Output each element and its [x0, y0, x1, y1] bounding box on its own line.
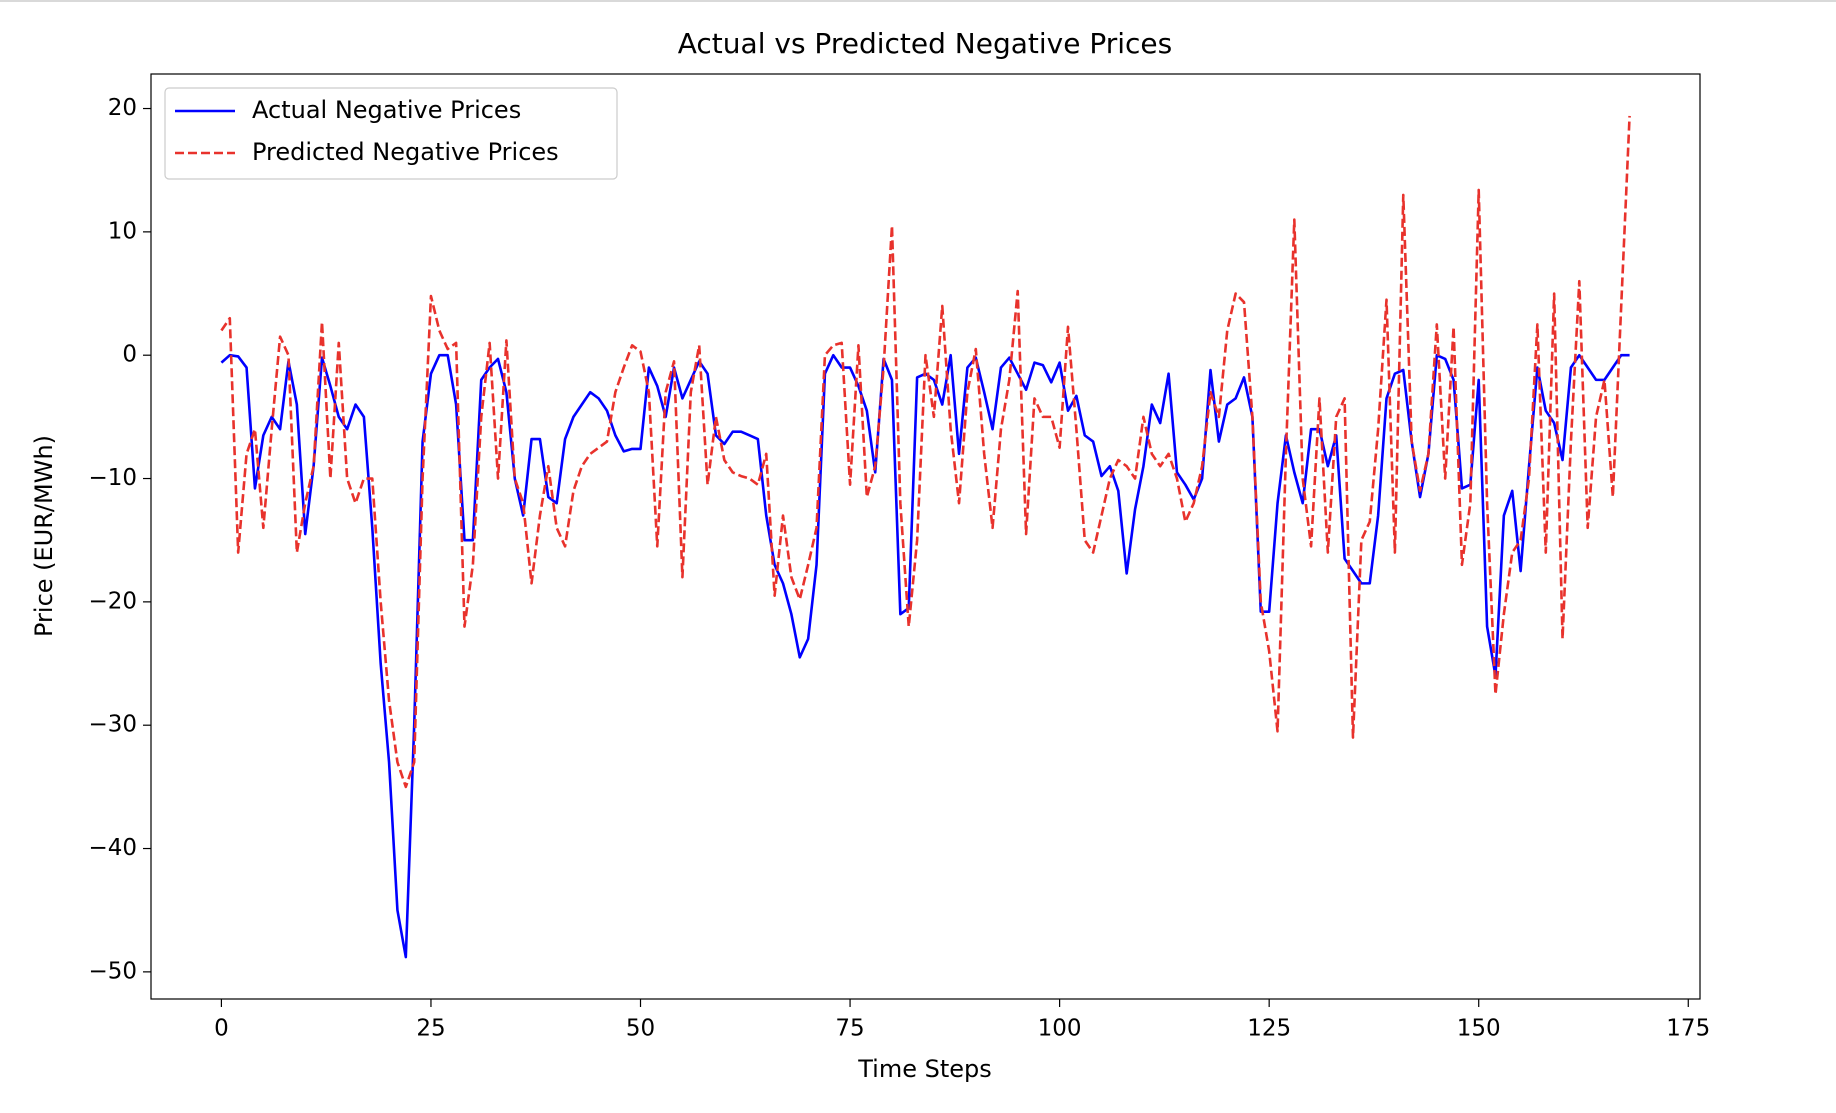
legend-box [164, 87, 618, 180]
x-tick-label: 0 [214, 1016, 229, 1042]
x-tick-label: 175 [1666, 1016, 1710, 1042]
series-line [220, 115, 1631, 789]
x-tick-label: 125 [1247, 1016, 1291, 1042]
x-tick-label: 25 [416, 1016, 445, 1042]
chart-title: Actual vs Predicted Negative Prices [678, 27, 1172, 60]
x-tick-label: 75 [835, 1016, 864, 1042]
axes-frame [150, 73, 1701, 1000]
y-axis-label: Price (EUR/MWh) [30, 435, 58, 637]
y-tick-label: −10 [88, 465, 137, 491]
y-tick-label: −20 [88, 588, 137, 614]
y-tick-label: −40 [88, 835, 137, 861]
legend-label: Actual Negative Prices [252, 96, 521, 124]
series-line [220, 353, 1630, 959]
y-tick-label: −30 [88, 712, 137, 738]
x-tick-label: 100 [1038, 1016, 1082, 1042]
x-tick-label: 150 [1457, 1016, 1501, 1042]
legend-label: Predicted Negative Prices [252, 138, 559, 166]
x-tick-label: 50 [626, 1016, 655, 1042]
x-axis-label: Time Steps [857, 1055, 992, 1083]
y-tick-label: 10 [108, 218, 137, 244]
y-tick-label: −50 [88, 958, 137, 984]
y-tick-label: 0 [122, 342, 137, 368]
y-tick-label: 20 [108, 95, 137, 121]
